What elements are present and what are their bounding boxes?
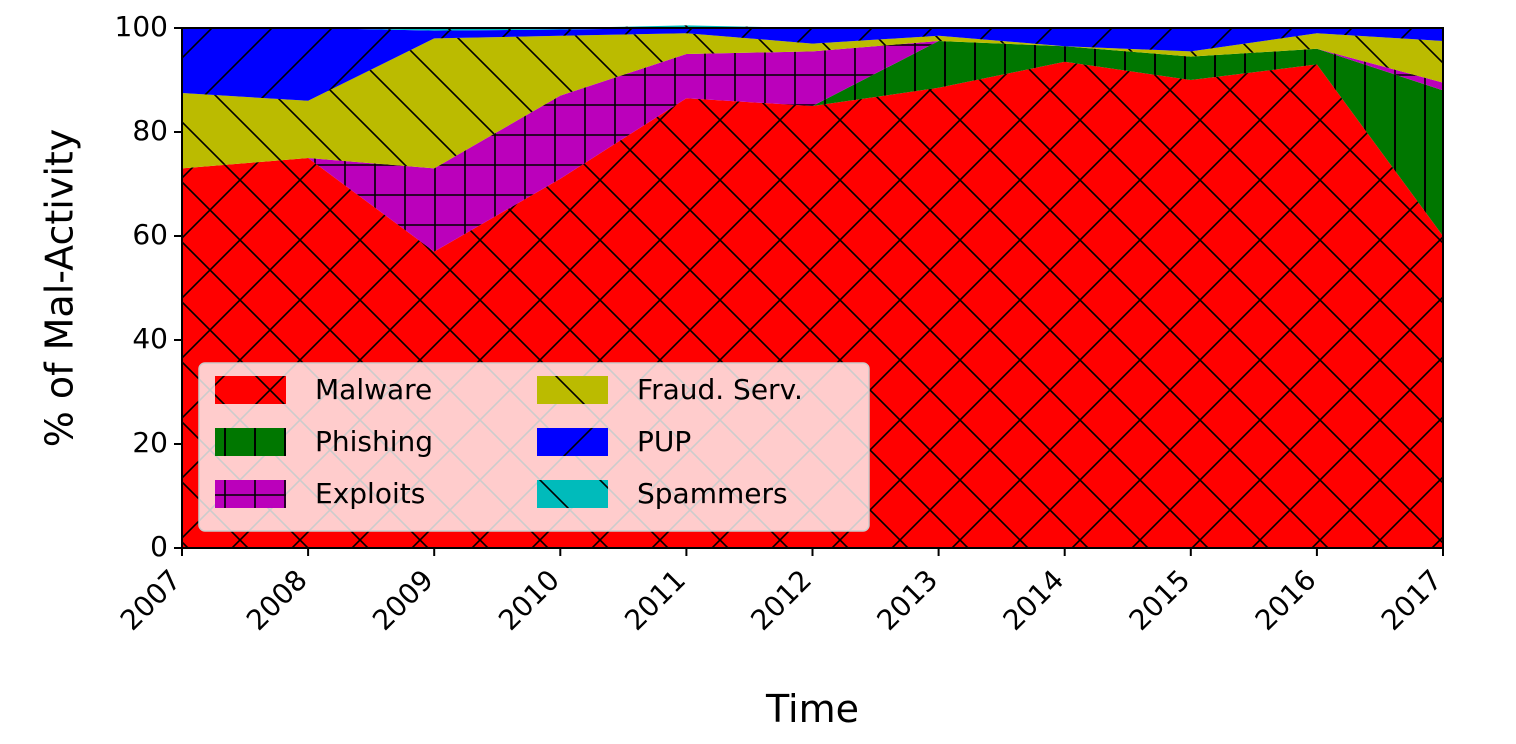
x-tick-label: 2013 (870, 563, 944, 637)
x-tick-label: 2014 (997, 563, 1071, 637)
legend-item-malware: Malware (215, 373, 432, 406)
area-pup (182, 28, 1443, 101)
legend-swatch-hatch (537, 428, 608, 456)
x-tick-label: 2011 (618, 563, 692, 637)
area-exploits (182, 41, 1443, 252)
y-tick-label: 0 (150, 530, 168, 563)
legend-item-exploits: Exploits (215, 477, 425, 510)
legend-swatch-hatch (537, 480, 608, 508)
y-tick-label: 20 (132, 426, 168, 459)
legend-box (198, 362, 870, 532)
legend-item-fraud-serv: Fraud. Serv. (537, 373, 803, 406)
area-hatch-phishing (182, 41, 1443, 252)
x-axis-title: Time (765, 687, 859, 731)
area-hatch-fraud-serv (182, 33, 1443, 169)
y-tick-label: 60 (132, 218, 168, 251)
x-tick-label: 2007 (114, 563, 188, 637)
legend-item-pup: PUP (537, 425, 691, 458)
legend-label: Exploits (315, 477, 425, 510)
y-tick-label: 100 (115, 10, 168, 43)
legend-item-spammers: Spammers (537, 477, 788, 510)
legend-label: Spammers (637, 477, 788, 510)
x-tick-label: 2017 (1375, 563, 1449, 637)
legend-label: Fraud. Serv. (637, 373, 803, 406)
area-fraud-serv (182, 33, 1443, 169)
x-tick-label: 2010 (492, 563, 566, 637)
area-hatch-pup (182, 28, 1443, 101)
legend-item-phishing: Phishing (215, 425, 433, 458)
area-phishing (182, 41, 1443, 252)
legend-label: Malware (315, 373, 432, 406)
legend-swatch-hatch (215, 480, 286, 508)
y-tick-label: 40 (132, 322, 168, 355)
legend-swatch-hatch (215, 376, 286, 404)
x-tick-label: 2016 (1249, 563, 1323, 637)
y-axis-title: % of Mal-Activity (38, 129, 82, 448)
legend-swatch-hatch (537, 376, 608, 404)
legend-label: Phishing (315, 425, 433, 458)
x-tick-label: 2009 (366, 563, 440, 637)
legend: Malware Phishing Exploits Fraud. Serv. PUP Sp… (198, 362, 870, 532)
x-tick-label: 2008 (240, 563, 314, 637)
y-axis: 0 20 40 60 80 100 (115, 10, 182, 563)
y-tick-label: 80 (132, 114, 168, 147)
x-axis: 2007 2008 2009 2010 2011 2012 2013 2014 2015 2016… (114, 548, 1449, 637)
legend-swatch-hatch (215, 428, 286, 456)
legend-label: PUP (637, 425, 691, 458)
x-tick-label: 2015 (1123, 563, 1197, 637)
x-tick-label: 2012 (744, 563, 818, 637)
area-hatch-exploits (182, 41, 1443, 252)
